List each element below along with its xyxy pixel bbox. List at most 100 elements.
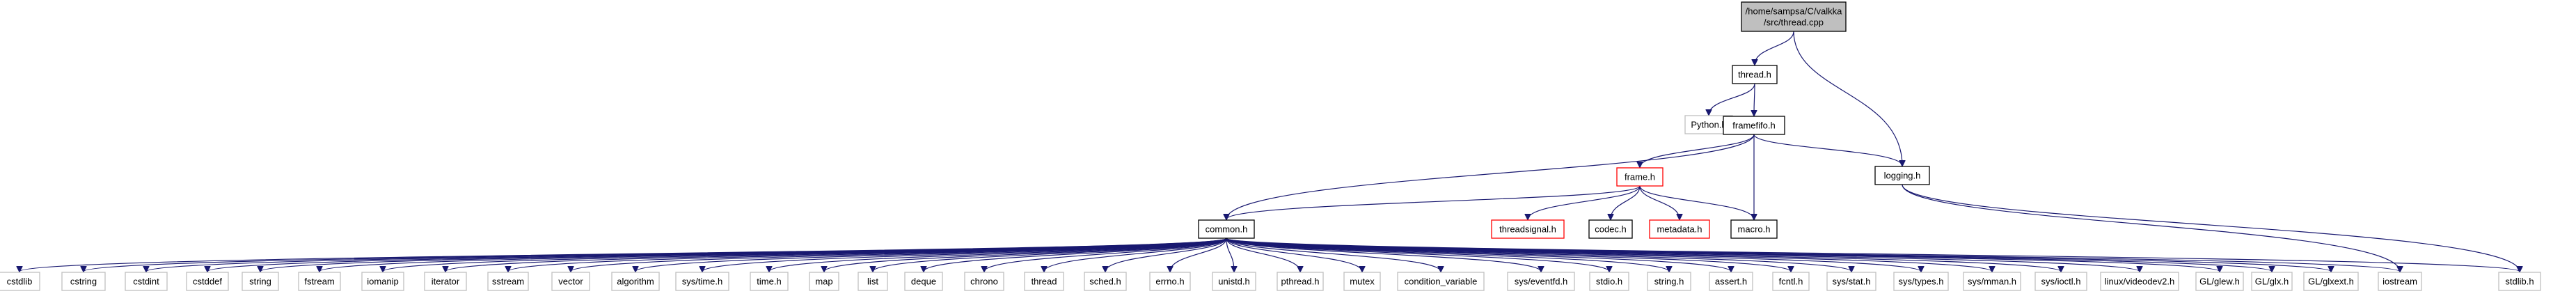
node-string_h: string.h: [1647, 272, 1691, 291]
edge-common_h-to-pthread_h: [1226, 237, 1300, 272]
node-label-framefifo_h: framefifo.h: [1732, 120, 1775, 131]
node-box-logging_h: [1874, 166, 1930, 185]
node-iostream: iostream: [2378, 272, 2422, 291]
node-label-cstdlib: cstdlib: [7, 276, 33, 287]
node-label-codec_h: codec.h: [1595, 224, 1627, 235]
node-root: /home/sampsa/C/valkka/src/thread.cpp: [1741, 1, 1847, 32]
edge-logging_h-to-stdlib_h: [1902, 184, 2520, 272]
node-box-thread_h: [1732, 65, 1778, 84]
edge-common_h-to-deque: [924, 237, 1227, 272]
node-metadata_h[interactable]: metadata.h: [1649, 219, 1710, 239]
node-box-map: [809, 272, 839, 291]
node-gl_glxext_h: GL/glxext.h: [2303, 272, 2359, 291]
node-map: map: [809, 272, 839, 291]
node-box-threadsignal_h: [1491, 219, 1565, 239]
node-label-stdio_h: stdio.h: [1596, 276, 1622, 287]
node-box-gl_glew_h: [2195, 272, 2244, 291]
node-box-macro_h: [1730, 219, 1778, 239]
node-thread_h[interactable]: thread.h: [1732, 65, 1778, 84]
node-box-mutex: [1343, 272, 1381, 291]
node-label-python_h: Python.h: [1691, 120, 1726, 130]
edge-framefifo_h-to-frame_h: [1640, 134, 1755, 167]
node-label-assert_h: assert.h: [1715, 276, 1747, 287]
node-gl_glew_h: GL/glew.h: [2195, 272, 2244, 291]
node-box-fstream: [298, 272, 341, 291]
node-label-iomanip: iomanip: [367, 276, 399, 287]
node-box-sys_eventfd_h: [1507, 272, 1575, 291]
node-box-sys_stat_h: [1826, 272, 1876, 291]
node-label-pthread_h: pthread.h: [1281, 276, 1320, 287]
edge-frame_h-to-common_h: [1226, 185, 1641, 219]
node-box-thread: [1024, 272, 1064, 291]
node-sys_types_h: sys/types.h: [1893, 272, 1949, 291]
node-label-iterator: iterator: [432, 276, 460, 287]
edge-frame_h-to-threadsignal_h: [1528, 185, 1641, 219]
node-box-unistd_h: [1212, 272, 1256, 291]
edge-common_h-to-chrono: [984, 237, 1227, 272]
node-box-frame_h: [1616, 167, 1664, 187]
node-sys_eventfd_h: sys/eventfd.h: [1507, 272, 1575, 291]
node-box-vector: [551, 272, 590, 291]
node-box-cstdlib: [0, 272, 40, 291]
node-box-fcntl_h: [1772, 272, 1810, 291]
node-frame_h[interactable]: frame.h: [1616, 167, 1664, 187]
node-list: list: [858, 272, 888, 291]
node-stdio_h: stdio.h: [1589, 272, 1629, 291]
node-label-vector: vector: [558, 276, 583, 287]
node-label-metadata_h: metadata.h: [1657, 224, 1702, 235]
node-box-string_h: [1647, 272, 1691, 291]
node-label-time_h: time.h: [757, 276, 781, 287]
node-box-iomanip: [361, 272, 404, 291]
node-box-iostream: [2378, 272, 2422, 291]
node-label-gl_glx_h: GL/glx.h: [2255, 276, 2289, 287]
node-pthread_h: pthread.h: [1277, 272, 1324, 291]
node-sys_ioctl_h: sys/ioctl.h: [2034, 272, 2087, 291]
edge-common_h-to-sys_eventfd_h: [1226, 237, 1541, 272]
node-vector: vector: [551, 272, 590, 291]
edge-thread_h-to-python_h: [1709, 83, 1755, 115]
node-sstream: sstream: [487, 272, 529, 291]
node-box-sys_mman_h: [1963, 272, 2021, 291]
node-framefifo_h[interactable]: framefifo.h: [1723, 116, 1785, 135]
node-time_h: time.h: [750, 272, 789, 291]
node-codec_h[interactable]: codec.h: [1588, 219, 1633, 239]
node-iomanip: iomanip: [361, 272, 404, 291]
node-cstddef: cstddef: [186, 272, 229, 291]
node-macro_h[interactable]: macro.h: [1730, 219, 1778, 239]
node-unistd_h: unistd.h: [1212, 272, 1256, 291]
node-box-cstring: [61, 272, 106, 291]
edge-framefifo_h-to-logging_h: [1753, 134, 1902, 166]
node-label-sys_mman_h: sys/mman.h: [1968, 276, 2016, 287]
node-cstring: cstring: [61, 272, 106, 291]
node-chrono: chrono: [964, 272, 1004, 291]
node-deque: deque: [904, 272, 943, 291]
node-label-deque: deque: [911, 276, 936, 287]
node-label-sys_eventfd_h: sys/eventfd.h: [1515, 276, 1568, 287]
node-box-sys_types_h: [1893, 272, 1949, 291]
node-label-sched_h: sched.h: [1089, 276, 1121, 287]
edge-common_h-to-errno_h: [1170, 237, 1227, 272]
node-box-time_h: [750, 272, 789, 291]
edge-common_h-to-list: [873, 237, 1227, 272]
node-box-assert_h: [1709, 272, 1753, 291]
node-sys_time_h: sys/time.h: [675, 272, 729, 291]
node-common_h[interactable]: common.h: [1198, 219, 1255, 239]
node-box-cstdint: [125, 272, 168, 291]
node-label-cstring: cstring: [70, 276, 97, 287]
node-cstdint: cstdint: [125, 272, 168, 291]
node-mutex: mutex: [1343, 272, 1381, 291]
node-threadsignal_h[interactable]: threadsignal.h: [1491, 219, 1565, 239]
node-logging_h[interactable]: logging.h: [1874, 166, 1930, 185]
node-string: string: [242, 272, 279, 291]
node-box-codec_h: [1588, 219, 1633, 239]
node-label-condition_variable: condition_variable: [1405, 276, 1478, 287]
node-label-thread: thread: [1032, 276, 1057, 287]
node-label-common_h: common.h: [1206, 224, 1248, 235]
node-label-string: string: [249, 276, 271, 287]
node-box-list: [858, 272, 888, 291]
node-cstdlib: cstdlib: [0, 272, 40, 291]
edge-frame_h-to-metadata_h: [1639, 185, 1680, 219]
node-label-mutex: mutex: [1350, 276, 1375, 287]
node-sched_h: sched.h: [1084, 272, 1127, 291]
node-box-algorithm: [611, 272, 660, 291]
